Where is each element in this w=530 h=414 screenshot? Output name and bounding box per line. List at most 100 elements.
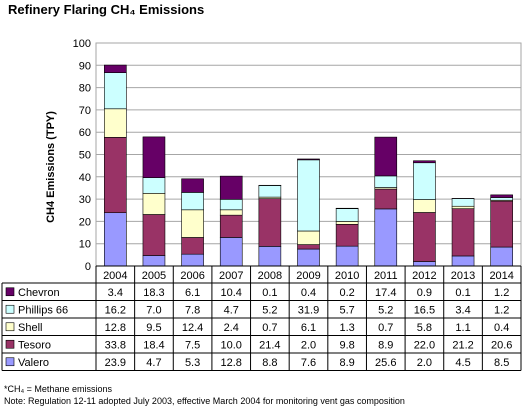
y-tick-label: 80: [79, 83, 91, 95]
bar-segment-valero: [451, 255, 475, 267]
bar-segment-chevron: [374, 136, 398, 177]
bar-segment-phillips-66: [451, 198, 475, 207]
legend-key: [5, 304, 15, 314]
data-table: 2004 2005 2006 2007 2008 2009 2010 2011 2012 2013…: [1, 265, 522, 371]
data-label: 7.8: [185, 304, 200, 316]
y-tick-label: 70: [79, 105, 91, 117]
bar-segment-shell: [142, 193, 166, 215]
data-label: 0.4: [494, 322, 509, 334]
data-label: 2.0: [417, 357, 432, 369]
data-label: 9.8: [339, 339, 354, 351]
bar-segment-valero: [413, 261, 436, 267]
bar-segment-chevron: [104, 64, 127, 73]
data-label: 18.4: [143, 339, 164, 351]
bar-segment-phillips-66: [335, 208, 359, 222]
data-label: 0.4: [301, 287, 316, 299]
x-tick-label: 2011: [374, 270, 398, 282]
bar-segment-tesoro: [219, 214, 243, 238]
bar-segment-chevron: [413, 160, 436, 164]
bar-segment-tesoro: [451, 208, 475, 257]
bar-segment-tesoro: [104, 137, 127, 214]
y-tick-label: 40: [79, 172, 91, 184]
data-label: 20.6: [491, 339, 512, 351]
data-label: 10.0: [221, 339, 242, 351]
bar-segment-shell: [181, 209, 204, 238]
bar-segment-phillips-66: [104, 72, 127, 110]
data-label: 0.7: [262, 322, 277, 334]
x-tick-label: 2009: [296, 270, 320, 282]
data-label: 23.9: [105, 357, 126, 369]
data-label: 6.1: [301, 322, 316, 334]
bar-segment-valero: [181, 253, 204, 267]
bar-segment-shell: [104, 108, 127, 138]
data-label: 4.5: [455, 357, 470, 369]
data-label: 7.5: [185, 339, 200, 351]
bar-segment-tesoro: [413, 212, 436, 262]
bar-segment-chevron: [219, 175, 243, 200]
x-tick-label: 2004: [103, 270, 127, 282]
data-label: 22.0: [414, 339, 435, 351]
data-label: 17.4: [375, 287, 396, 299]
bar-segment-phillips-66: [219, 199, 243, 211]
data-label: 0.1: [262, 287, 277, 299]
data-label: 9.5: [146, 322, 161, 334]
bar-segment-tesoro: [181, 237, 204, 255]
x-tick-label: 2008: [258, 270, 282, 282]
y-tick-label: 30: [79, 194, 91, 206]
data-label: 5.2: [378, 304, 393, 316]
data-label: 12.4: [182, 322, 203, 334]
bar-segment-tesoro: [490, 200, 513, 248]
bar-segment-shell: [335, 221, 359, 225]
bar-segment-valero: [490, 246, 513, 267]
data-label: 16.2: [105, 304, 126, 316]
legend-label: Valero: [18, 357, 49, 369]
data-label: 3.4: [108, 287, 123, 299]
data-label: 10.4: [221, 287, 242, 299]
legend-label: Tesoro: [18, 339, 51, 351]
x-tick-label: 2007: [219, 270, 243, 282]
data-label: 5.2: [262, 304, 277, 316]
y-tick-label: 0: [85, 261, 91, 273]
bar-segment-phillips-66: [181, 192, 204, 211]
data-label: 5.3: [185, 357, 200, 369]
legend-label: Chevron: [18, 287, 60, 299]
bar-segment-phillips-66: [142, 177, 166, 194]
chart-title: Refinery Flaring CH₄ Emissions: [8, 2, 205, 17]
bar-segment-phillips-66: [258, 185, 282, 198]
data-label: 0.9: [417, 287, 432, 299]
data-label: 2.0: [301, 339, 316, 351]
data-label: 12.8: [105, 322, 126, 334]
data-label: 8.5: [494, 357, 509, 369]
data-label: 21.2: [452, 339, 473, 351]
data-label: 4.7: [146, 357, 161, 369]
data-label: 0.7: [378, 322, 393, 334]
y-tick-label: 90: [79, 60, 91, 72]
bar-segment-tesoro: [297, 244, 320, 250]
bars: [104, 64, 513, 267]
footnote-methane: *CH₄ = Methane emissions: [4, 384, 112, 394]
bar-segment-shell: [451, 205, 475, 209]
bar-segment-shell: [413, 199, 436, 213]
bar-segment-shell: [297, 230, 320, 245]
bar-segment-valero: [297, 248, 320, 267]
y-tick-labels: 0 10 20 30 40 50 60 70 80 90 100: [73, 38, 91, 273]
bar-segment-chevron: [297, 158, 320, 161]
y-tick-label: 100: [73, 38, 91, 50]
data-label: 5.7: [339, 304, 354, 316]
data-label: 33.8: [105, 339, 126, 351]
data-label: 1.3: [339, 322, 354, 334]
data-label: 12.8: [221, 357, 242, 369]
bar-segment-tesoro: [258, 198, 282, 247]
y-axis-label: CH4 Emissions (TPY): [45, 111, 57, 223]
y-tick-label: 10: [79, 239, 91, 251]
bar-segment-chevron: [490, 194, 513, 198]
legend-key: [5, 322, 15, 332]
bar-segment-shell: [219, 209, 243, 216]
footnote-regulation: Note: Regulation 12-11 adopted July 2003…: [4, 396, 405, 406]
data-label: 5.8: [417, 322, 432, 334]
data-label: 7.0: [146, 304, 161, 316]
y-tick-label: 50: [79, 150, 91, 162]
bar-segment-tesoro: [374, 188, 398, 210]
bar-segment-tesoro: [335, 223, 359, 247]
